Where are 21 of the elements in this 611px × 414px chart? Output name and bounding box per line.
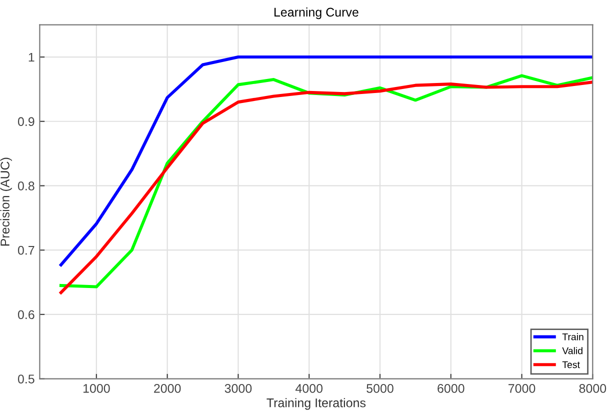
- legend-label: Valid: [562, 347, 582, 354]
- legend-label: Test: [562, 361, 580, 368]
- y-tick-label: 0.8: [18, 182, 34, 190]
- x-tick-label: 8000: [579, 384, 606, 393]
- y-tick-label: 0.5: [18, 374, 34, 384]
- y-tick-label: 0.9: [18, 117, 34, 126]
- x-tick-label: 1000: [83, 384, 110, 393]
- y-tick-label: 0.7: [18, 246, 34, 255]
- line-series: [59, 55, 593, 266]
- x-tick-label: 5000: [366, 384, 394, 393]
- y-tick-label: 1: [28, 52, 34, 62]
- x-axis-title: Training Iterations: [266, 398, 366, 410]
- x-tick-label: 4000: [295, 384, 323, 393]
- x-tick-label: 2000: [154, 384, 181, 393]
- chart-title: Learning Curve: [274, 7, 358, 20]
- y-tick-label: 0.6: [18, 310, 34, 320]
- x-tick-label: 6000: [438, 384, 464, 393]
- x-tick-label: 3000: [224, 384, 252, 393]
- y-axis-title: Precision (AUC): [0, 158, 12, 246]
- legend-label: Train: [562, 333, 584, 340]
- x-tick-label: 7000: [508, 384, 536, 393]
